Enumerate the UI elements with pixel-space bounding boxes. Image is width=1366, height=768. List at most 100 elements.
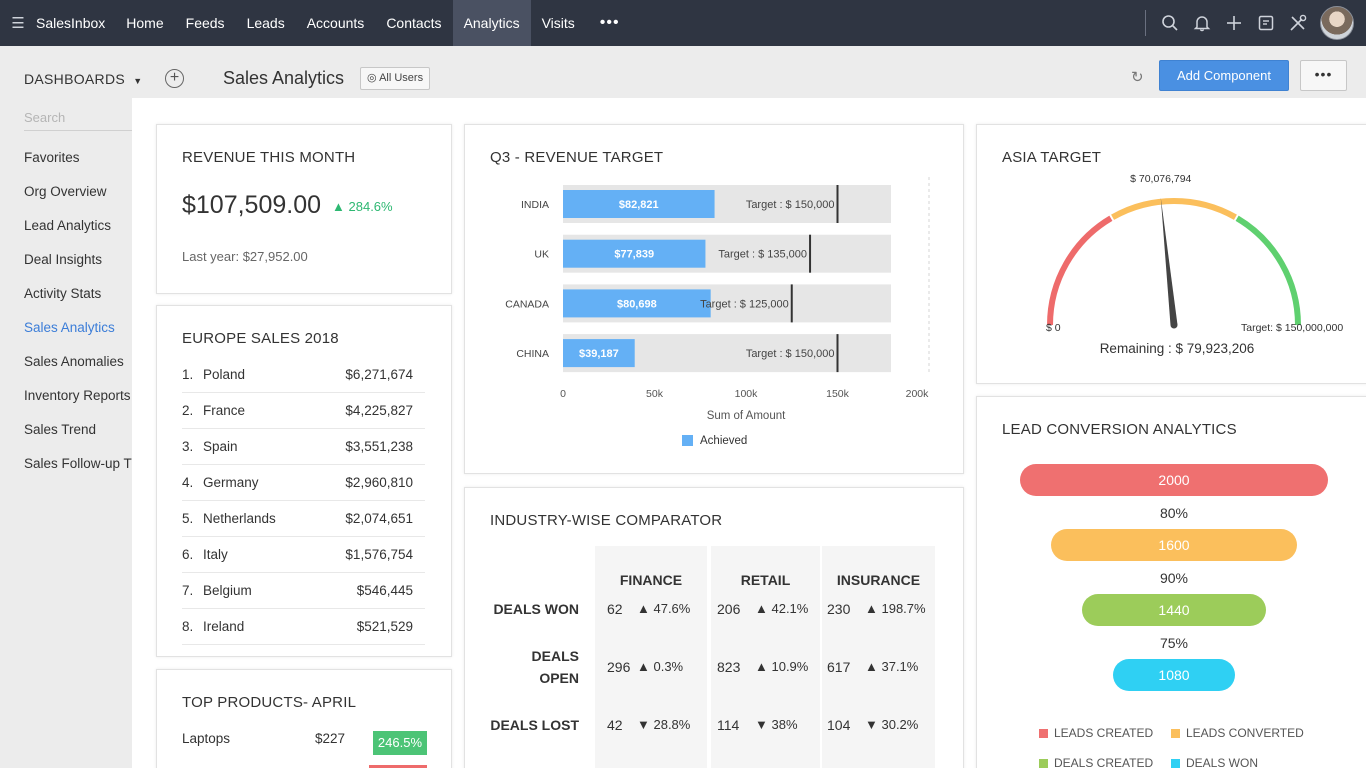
row-label: DEALS — [531, 648, 579, 664]
plus-icon[interactable] — [1218, 0, 1250, 46]
asia-target-card[interactable]: ASIA TARGET $ 70,076,794 $ 0 Target: $ 150… — [976, 124, 1366, 384]
category-label: CHINA — [516, 348, 549, 360]
add-dashboard-icon[interactable]: + — [165, 69, 184, 88]
gauge-arc-high — [1235, 215, 1301, 326]
cell-value: 42 — [607, 717, 623, 733]
x-axis-label: Sum of Amount — [707, 410, 786, 422]
q3-revenue-card[interactable]: Q3 - REVENUE TARGET INDIA $82,821 Target :… — [464, 124, 964, 474]
tools-icon[interactable] — [1282, 0, 1314, 46]
nav-analytics[interactable]: Analytics — [452, 0, 531, 46]
column-bg-finance — [595, 546, 707, 768]
funnel-stage[interactable]: 1080 — [1113, 659, 1235, 691]
q3-bar-chart: INDIA $82,821 Target : $ 150,000 UK $77,839 T… — [505, 177, 930, 447]
nav-visits[interactable]: Visits — [541, 15, 575, 31]
sidebar-item-favorites[interactable]: Favorites — [24, 150, 80, 165]
search-icon[interactable] — [1154, 0, 1186, 46]
sidebar-item-lead-analytics[interactable]: Lead Analytics — [24, 218, 112, 233]
table-row: 5. Netherlands $2,074,651 — [182, 501, 425, 537]
nav-leads[interactable]: Leads — [246, 15, 285, 31]
sidebar-item-inventory-reports[interactable]: Inventory Reports — [24, 388, 131, 403]
cell-value: 823 — [717, 659, 741, 675]
nav-actions — [1145, 0, 1366, 46]
nav-home[interactable]: Home — [126, 15, 164, 31]
needle-value-label: $ 70,076,794 — [1130, 173, 1191, 185]
column-header-retail: RETAIL — [740, 572, 791, 588]
cell-value: 114 — [717, 717, 740, 733]
rank: 5. — [182, 511, 194, 526]
bar-value-label: $77,839 — [614, 249, 654, 261]
cell-change: ▲ 10.9% — [755, 659, 808, 674]
sidebar-item-activity-stats[interactable]: Activity Stats — [24, 286, 102, 301]
country-name: Belgium — [203, 583, 252, 598]
sidebar-item-sales-anomalies[interactable]: Sales Anomalies — [24, 354, 124, 369]
legend-swatch — [1171, 729, 1180, 738]
bell-icon[interactable] — [1186, 0, 1218, 46]
gauge-arc-low — [1047, 215, 1113, 326]
country-sales: $3,551,238 — [345, 439, 413, 454]
sidebar-item-org-overview[interactable]: Org Overview — [24, 184, 107, 199]
country-sales: $2,960,810 — [345, 475, 413, 490]
country-sales: $546,445 — [356, 583, 413, 598]
dashboards-dropdown[interactable]: DASHBOARDS ▼ — [24, 71, 142, 87]
card-title: INDUSTRY-WISE COMPARATOR — [490, 512, 723, 529]
table-row: 4. Germany $2,960,810 — [182, 465, 425, 501]
funnel-stage[interactable]: 1600 — [1051, 529, 1297, 561]
legend-item: DEALS WON — [1171, 756, 1258, 768]
up-arrow-icon: ▲ — [637, 601, 654, 616]
cell-change-value: 28.8% — [653, 717, 691, 732]
country-name: France — [203, 403, 246, 418]
lead-conversion-card[interactable]: LEAD CONVERSION ANALYTICS 2000 80% 1600 90%… — [976, 396, 1366, 768]
brand-name[interactable]: SalesInbox — [36, 15, 106, 31]
list-item: Laptops $227 246.5% — [182, 726, 427, 755]
legend-item: DEALS CREATED — [1039, 756, 1153, 768]
up-arrow-icon: ▲ — [865, 659, 882, 674]
divider — [1145, 10, 1146, 36]
cell-change: ▼ 28.8% — [637, 717, 690, 732]
country-sales: $521,529 — [356, 619, 413, 634]
more-options-button[interactable]: ••• — [1300, 60, 1347, 91]
industry-comparator-card[interactable]: INDUSTRY-WISE COMPARATOR FINANCE RETAIL … — [464, 487, 964, 768]
top-nav: ☰ SalesInbox Home Feeds Leads Accounts C… — [0, 0, 1366, 46]
nav-accounts[interactable]: Accounts — [306, 15, 365, 31]
sidebar-item-sales-analytics[interactable]: Sales Analytics — [24, 320, 115, 335]
refresh-icon[interactable]: ↻ — [1131, 69, 1144, 86]
down-arrow-icon: ▼ — [865, 717, 882, 732]
conversion-percent: 80% — [1159, 505, 1189, 521]
top-products-card[interactable]: TOP PRODUCTS- APRIL Laptops $227 246.5% — [156, 669, 452, 768]
menu-icon[interactable]: ☰ — [11, 15, 25, 32]
table-row: 7. Belgium $546,445 — [182, 573, 425, 609]
nav-contacts[interactable]: Contacts — [386, 15, 442, 31]
notes-icon[interactable] — [1250, 0, 1282, 46]
funnel-stage[interactable]: 2000 — [1020, 464, 1328, 496]
sidebar-item-deal-insights[interactable]: Deal Insights — [24, 252, 103, 267]
sidebar-item-sales-trend[interactable]: Sales Trend — [24, 422, 97, 437]
tick-label: 200k — [906, 388, 930, 400]
country-name: Germany — [203, 475, 259, 490]
europe-sales-card[interactable]: EUROPE SALES 2018 1. Poland $6,271,674 2. Fr… — [156, 305, 452, 657]
sidebar-item-sales-follow-up[interactable]: Sales Follow-up Trends — [24, 456, 132, 471]
bar-value-label: $80,698 — [617, 298, 657, 310]
cell-change-value: 47.6% — [653, 601, 691, 616]
all-users-filter[interactable]: ◎ All Users — [360, 67, 431, 90]
user-avatar[interactable] — [1320, 6, 1354, 40]
dashboard-canvas: REVENUE THIS MONTH $107,509.00 ▲ 284.6% … — [132, 98, 1366, 768]
down-arrow-icon: ▼ — [755, 717, 772, 732]
achieved-bar — [563, 339, 635, 368]
revenue-value: $107,509.00 — [182, 191, 322, 219]
category-label: CANADA — [505, 298, 549, 310]
cell-change-value: 10.9% — [771, 659, 809, 674]
nav-feeds[interactable]: Feeds — [185, 15, 225, 31]
remaining-label: Remaining : $ 79,923,206 — [1100, 341, 1255, 356]
nav-more-button[interactable]: ••• — [599, 14, 620, 31]
target-label: Target : $ 150,000 — [746, 199, 835, 211]
funnel-stage[interactable]: 1440 — [1082, 594, 1266, 626]
search-input[interactable] — [24, 110, 132, 131]
up-arrow-icon: ▲ — [755, 601, 772, 616]
revenue-card[interactable]: REVENUE THIS MONTH $107,509.00 ▲ 284.6% … — [156, 124, 452, 294]
product-name: Laptops — [182, 731, 231, 746]
country-name: Italy — [203, 547, 228, 562]
legend-swatch — [1039, 759, 1048, 768]
dashboard-header: DASHBOARDS ▼ + Sales Analytics ◎ All Use… — [0, 46, 1366, 100]
add-component-button[interactable]: Add Component — [1159, 60, 1289, 91]
row-label: DEALS LOST — [490, 717, 579, 733]
